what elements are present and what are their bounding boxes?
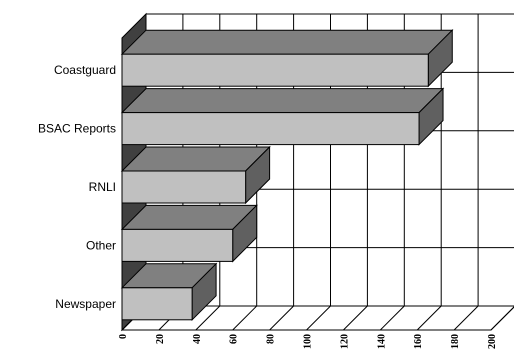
floor-gridline	[269, 305, 294, 331]
floor-gridline	[195, 305, 221, 331]
floor-gridline	[343, 305, 368, 331]
tick-label: 20	[155, 334, 166, 344]
bar	[121, 287, 193, 321]
bar	[121, 112, 420, 146]
tick-label: 160	[413, 334, 424, 349]
category-label: Other	[86, 238, 116, 252]
tick-label: 200	[487, 334, 498, 349]
tick-label: 40	[192, 334, 203, 344]
tick-label: 120	[339, 334, 350, 349]
tick-label: 80	[266, 334, 277, 344]
bar-top-face	[120, 146, 271, 172]
tick-label: 180	[450, 334, 461, 349]
bar-top-face	[120, 29, 454, 55]
tick-label: 60	[229, 334, 240, 344]
bar	[121, 170, 247, 204]
floor-gridline	[490, 306, 514, 331]
floor-gridline	[306, 305, 331, 331]
chart-bars	[120, 28, 454, 322]
floor-gridline	[416, 305, 442, 331]
category-label: Coastguard	[54, 63, 116, 77]
floor-gridline	[453, 305, 479, 331]
category-label: Newspaper	[55, 297, 116, 311]
tick-label: 0	[118, 334, 129, 339]
tick-label: 140	[376, 334, 387, 349]
category-label: RNLI	[89, 180, 116, 194]
category-axis-labels: Newspaper Other RNLI BSAC Reports Coastguard	[38, 63, 116, 311]
bar-top-face	[120, 88, 445, 114]
category-label: BSAC Reports	[38, 122, 116, 136]
tick-label: 100	[303, 334, 314, 349]
bar	[121, 53, 429, 87]
value-axis-tick-labels: 0 20 40 60 80 100 120 140 160 180 200	[118, 334, 498, 349]
floor-gridline	[232, 305, 258, 331]
bar	[121, 228, 234, 262]
floor-gridline	[379, 305, 405, 331]
